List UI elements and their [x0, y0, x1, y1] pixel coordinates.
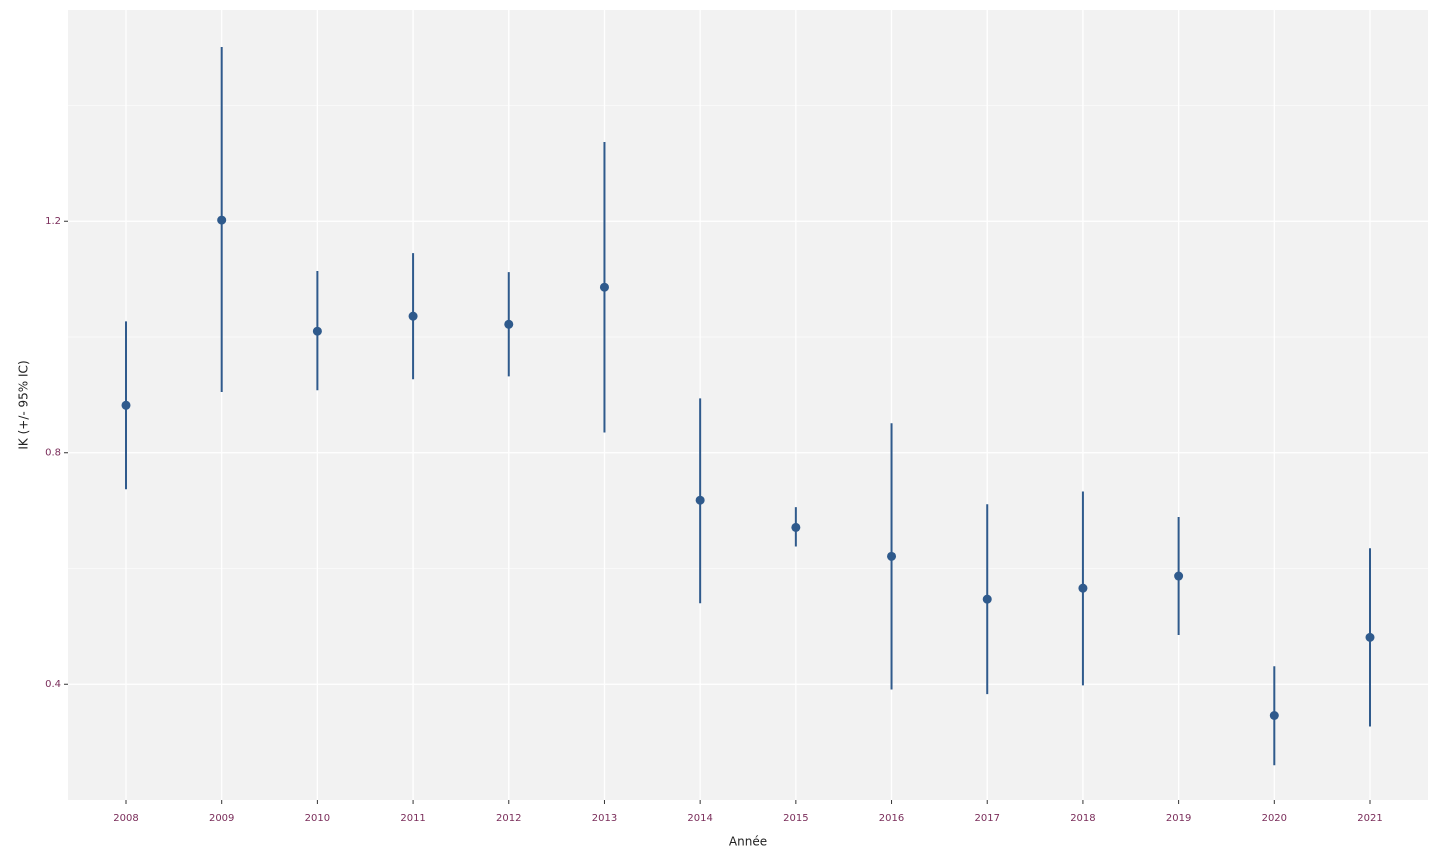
- point: [791, 522, 801, 532]
- x-tick-label: 2020: [1262, 813, 1287, 824]
- y-tick-label: 0.4: [45, 679, 61, 690]
- x-tick-label: 2017: [975, 813, 1000, 824]
- point: [1365, 632, 1375, 642]
- x-tick-label: 2016: [879, 813, 904, 824]
- x-tick-label: 2018: [1070, 813, 1095, 824]
- x-tick-label: 2021: [1357, 813, 1382, 824]
- x-tick-label: 2014: [687, 813, 712, 824]
- x-tick-label: 2013: [592, 813, 617, 824]
- point: [217, 215, 227, 225]
- point: [504, 319, 514, 329]
- point: [1078, 583, 1088, 593]
- point: [408, 311, 418, 321]
- y-tick-label: 1.2: [45, 216, 61, 227]
- panel: [68, 10, 1428, 800]
- point: [599, 282, 609, 292]
- x-tick-label: 2015: [783, 813, 808, 824]
- point: [982, 594, 992, 604]
- x-axis-title: Année: [729, 835, 767, 849]
- point: [1269, 711, 1279, 721]
- point: [695, 495, 705, 505]
- y-axis-title: IK (+/- 95% IC): [17, 360, 31, 449]
- point: [887, 551, 897, 561]
- x-tick-label: 2012: [496, 813, 521, 824]
- x-tick-label: 2019: [1166, 813, 1191, 824]
- point: [312, 326, 322, 336]
- point: [1174, 571, 1184, 581]
- point: [121, 400, 131, 410]
- x-tick-label: 2010: [305, 813, 330, 824]
- x-tick-label: 2009: [209, 813, 234, 824]
- y-tick-label: 0.8: [45, 448, 61, 459]
- x-tick-label: 2008: [113, 813, 138, 824]
- x-tick-label: 2011: [400, 813, 425, 824]
